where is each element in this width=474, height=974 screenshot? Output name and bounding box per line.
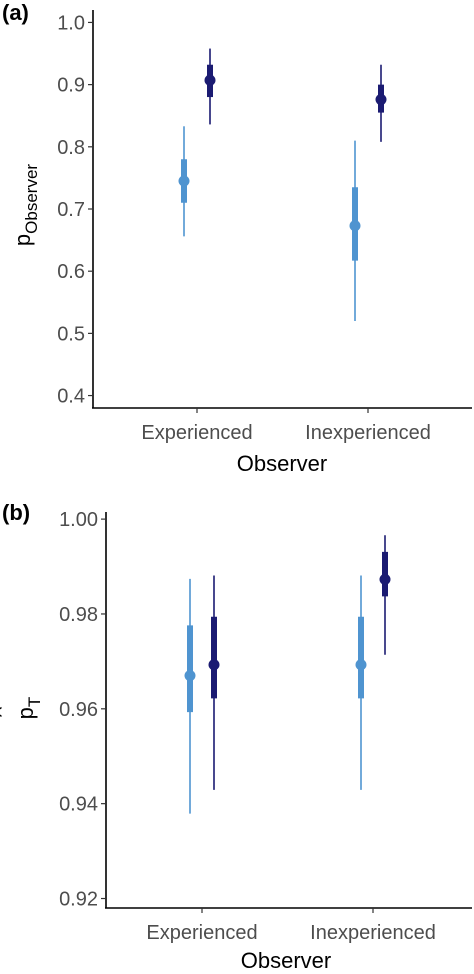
panel-b-x-ticks: Experienced Inexperienced — [146, 908, 436, 944]
panel-a-y-tick-label: 0.5 — [57, 323, 85, 345]
panel-a-y-axis-title: pObserver ^ — [0, 164, 41, 254]
panel-a-y-ticks: 0.4 0.5 0.6 0.7 0.8 0.9 1.0 — [57, 12, 93, 408]
panel-b-point — [355, 659, 367, 671]
panel-a-point — [375, 94, 387, 106]
panel-a-y-tick-label: 0.8 — [57, 137, 85, 159]
panel-b-point — [208, 659, 220, 671]
panel-a-marks — [178, 48, 387, 321]
panel-b-y-tick-label: 0.96 — [59, 699, 98, 721]
panel-a-y-tick-label: 0.4 — [57, 386, 85, 408]
panel-b-y-axis-title-sub: T — [25, 697, 44, 707]
panel-a-point — [204, 74, 216, 86]
panel-b-marks — [184, 535, 391, 814]
panel-b-y-axis-title-main: p — [13, 707, 38, 719]
panel-b-y-tick-label: 0.92 — [59, 889, 98, 911]
panel-b-x-axis-title: Observer — [241, 948, 331, 973]
panel-label-b: (b) — [2, 500, 30, 525]
panel-a-y-tick-label: 0.6 — [57, 261, 85, 283]
panel-a-y-tick-label: 0.9 — [57, 75, 85, 97]
panel-b-y-tick-label: 0.98 — [59, 604, 98, 626]
panel-b-y-ticks: 0.92 0.94 0.96 0.98 1.00 — [59, 509, 106, 911]
panel-b-point — [184, 670, 196, 682]
panel-b-x-tick-label: Inexperienced — [310, 922, 436, 944]
panel-b-x-tick-label: Experienced — [146, 922, 257, 944]
panel-a-y-axis-title-hat: ^ — [0, 242, 11, 253]
panel-b-y-tick-label: 1.00 — [59, 509, 98, 531]
svg-text:pT: pT — [13, 697, 44, 720]
panel-b-y-axis-title: pT ^ — [0, 697, 44, 720]
panel-a-y-axis-title-main: p — [10, 234, 35, 246]
panel-a-y-axis-title-sub: Observer — [22, 164, 41, 234]
svg-text:pObserver: pObserver — [10, 164, 41, 246]
panel-b: (b) pT ^ 0.92 0.94 0.96 0.98 1.00 Experience… — [0, 500, 472, 973]
panel-b-y-axis-title-hat: ^ — [0, 706, 14, 717]
panel-label-a: (a) — [2, 0, 29, 25]
panel-a-x-ticks: Experienced Inexperienced — [141, 408, 431, 444]
panel-a-point — [178, 175, 190, 187]
panel-a-x-tick-label: Inexperienced — [305, 422, 431, 444]
panel-b-point — [379, 573, 391, 585]
panel-a-y-tick-label: 1.0 — [57, 12, 85, 34]
panel-a-point — [349, 220, 361, 232]
panel-a-x-axis-title: Observer — [237, 451, 327, 476]
panel-a-x-tick-label: Experienced — [141, 422, 252, 444]
panel-a-y-tick-label: 0.7 — [57, 199, 85, 221]
panel-b-y-tick-label: 0.94 — [59, 794, 98, 816]
panel-a: (a) pObserver ^ 0.40.50.60.70.80.91.0 Ex… — [0, 0, 472, 476]
